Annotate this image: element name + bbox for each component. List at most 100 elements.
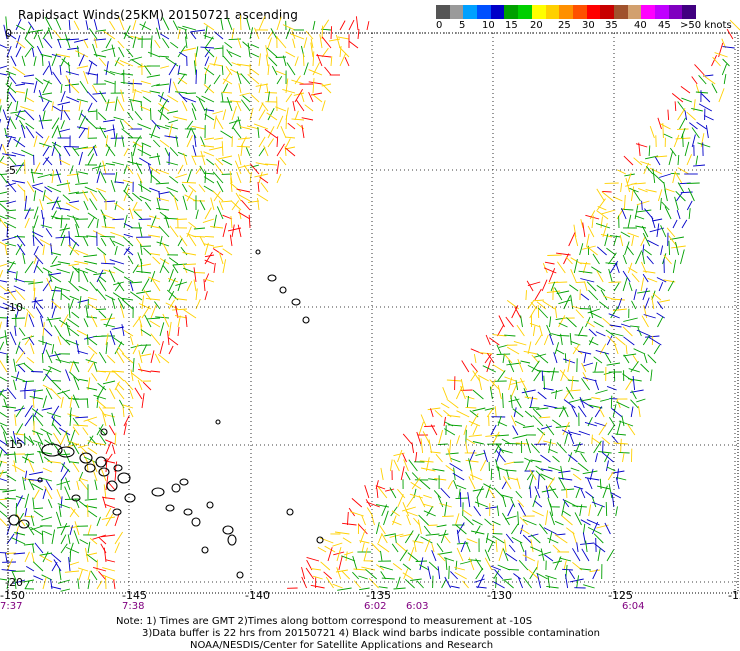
wind-barb (541, 426, 552, 429)
wind-barb (196, 210, 198, 219)
wind-barb (268, 31, 273, 39)
wind-barb (608, 472, 613, 480)
island-outline (166, 505, 174, 511)
wind-barb (69, 264, 80, 266)
wind-barb (2, 406, 16, 408)
island-outline (280, 287, 286, 293)
wind-barb (43, 322, 44, 336)
pass-time-label: 7:38 (122, 601, 144, 612)
wind-barb (20, 390, 34, 391)
wind-barb (507, 347, 519, 354)
wind-barb (508, 504, 514, 516)
wind-barb (554, 282, 567, 283)
wind-barb (503, 393, 504, 408)
wind-barb (86, 73, 97, 75)
wind-barb (584, 353, 586, 363)
wind-barb (265, 92, 277, 93)
wind-barb (33, 562, 43, 571)
wind-barb (100, 435, 107, 445)
wind-barb (277, 160, 279, 174)
wind-barb (286, 94, 292, 102)
wind-barb (582, 549, 589, 561)
wind-barb (466, 407, 477, 408)
wind-barb (416, 561, 427, 562)
wind-barb (658, 317, 663, 327)
wind-barb (10, 76, 16, 84)
wind-barb (58, 126, 61, 138)
wind-barb (150, 321, 160, 327)
wind-barb (670, 148, 676, 156)
wind-barb (393, 516, 397, 525)
wind-barb (67, 414, 79, 417)
wind-barb (106, 61, 108, 75)
wind-barb (569, 571, 574, 580)
wind-barb (32, 183, 43, 186)
wind-barb (199, 184, 205, 192)
wind-barb (596, 332, 606, 336)
wind-barb (627, 246, 634, 255)
wind-barb (622, 416, 624, 426)
wind-barb (580, 309, 591, 310)
wind-barb (659, 174, 671, 178)
wind-barb (419, 515, 429, 525)
wind-barb (201, 145, 214, 147)
wind-barb (18, 184, 25, 192)
wind-barb (494, 582, 505, 588)
wind-barb (61, 535, 66, 544)
wind-barb (598, 506, 603, 516)
wind-barb (443, 387, 448, 399)
wind-barb (115, 182, 124, 183)
wind-barb (79, 101, 81, 111)
wind-barb (499, 449, 512, 453)
wind-barb (169, 63, 176, 75)
wind-barb (549, 532, 552, 544)
wind-barb (491, 425, 496, 435)
wind-barb (16, 19, 21, 30)
wind-barb (331, 56, 332, 66)
wind-barb (581, 488, 585, 498)
wind-barb (0, 280, 7, 283)
wind-barb (243, 96, 251, 102)
wind-barb (499, 548, 503, 561)
wind-barb (538, 392, 547, 399)
wind-barb (136, 291, 151, 294)
island-outline (237, 572, 243, 578)
wind-barb (621, 324, 630, 327)
wind-barb (25, 415, 32, 426)
wind-barb (51, 253, 61, 255)
wind-barb (475, 502, 488, 507)
wind-barb (600, 479, 601, 489)
wind-barb (29, 472, 43, 475)
wind-barb (66, 203, 79, 210)
wind-barb (38, 341, 52, 345)
wind-barb (147, 318, 160, 319)
wind-barb (466, 396, 475, 399)
wind-barb (617, 421, 621, 435)
wind-barb (313, 78, 314, 93)
wind-barb (0, 322, 2, 336)
wind-barb (471, 531, 484, 534)
wind-barb (15, 326, 16, 336)
wind-barb (196, 299, 200, 309)
wind-barb (90, 191, 97, 201)
wind-barb (70, 525, 73, 535)
wind-barb (48, 273, 61, 275)
wind-barb (674, 135, 679, 147)
wind-barb (654, 345, 660, 354)
wind-barb (556, 426, 570, 428)
wind-barb (56, 169, 61, 183)
wind-barb (626, 380, 632, 390)
wind-barb (0, 144, 2, 156)
wind-barb (550, 316, 551, 327)
wind-barb (572, 548, 580, 561)
wind-barb (0, 192, 7, 194)
wind-barb (380, 525, 386, 534)
wind-barb (11, 56, 16, 66)
wind-barb (688, 188, 694, 201)
wind-barb (318, 547, 326, 552)
wind-barb (571, 269, 577, 282)
wind-barb (603, 318, 613, 327)
wind-barb (664, 255, 672, 264)
wind-barb (100, 236, 115, 237)
wind-barb (450, 571, 457, 579)
